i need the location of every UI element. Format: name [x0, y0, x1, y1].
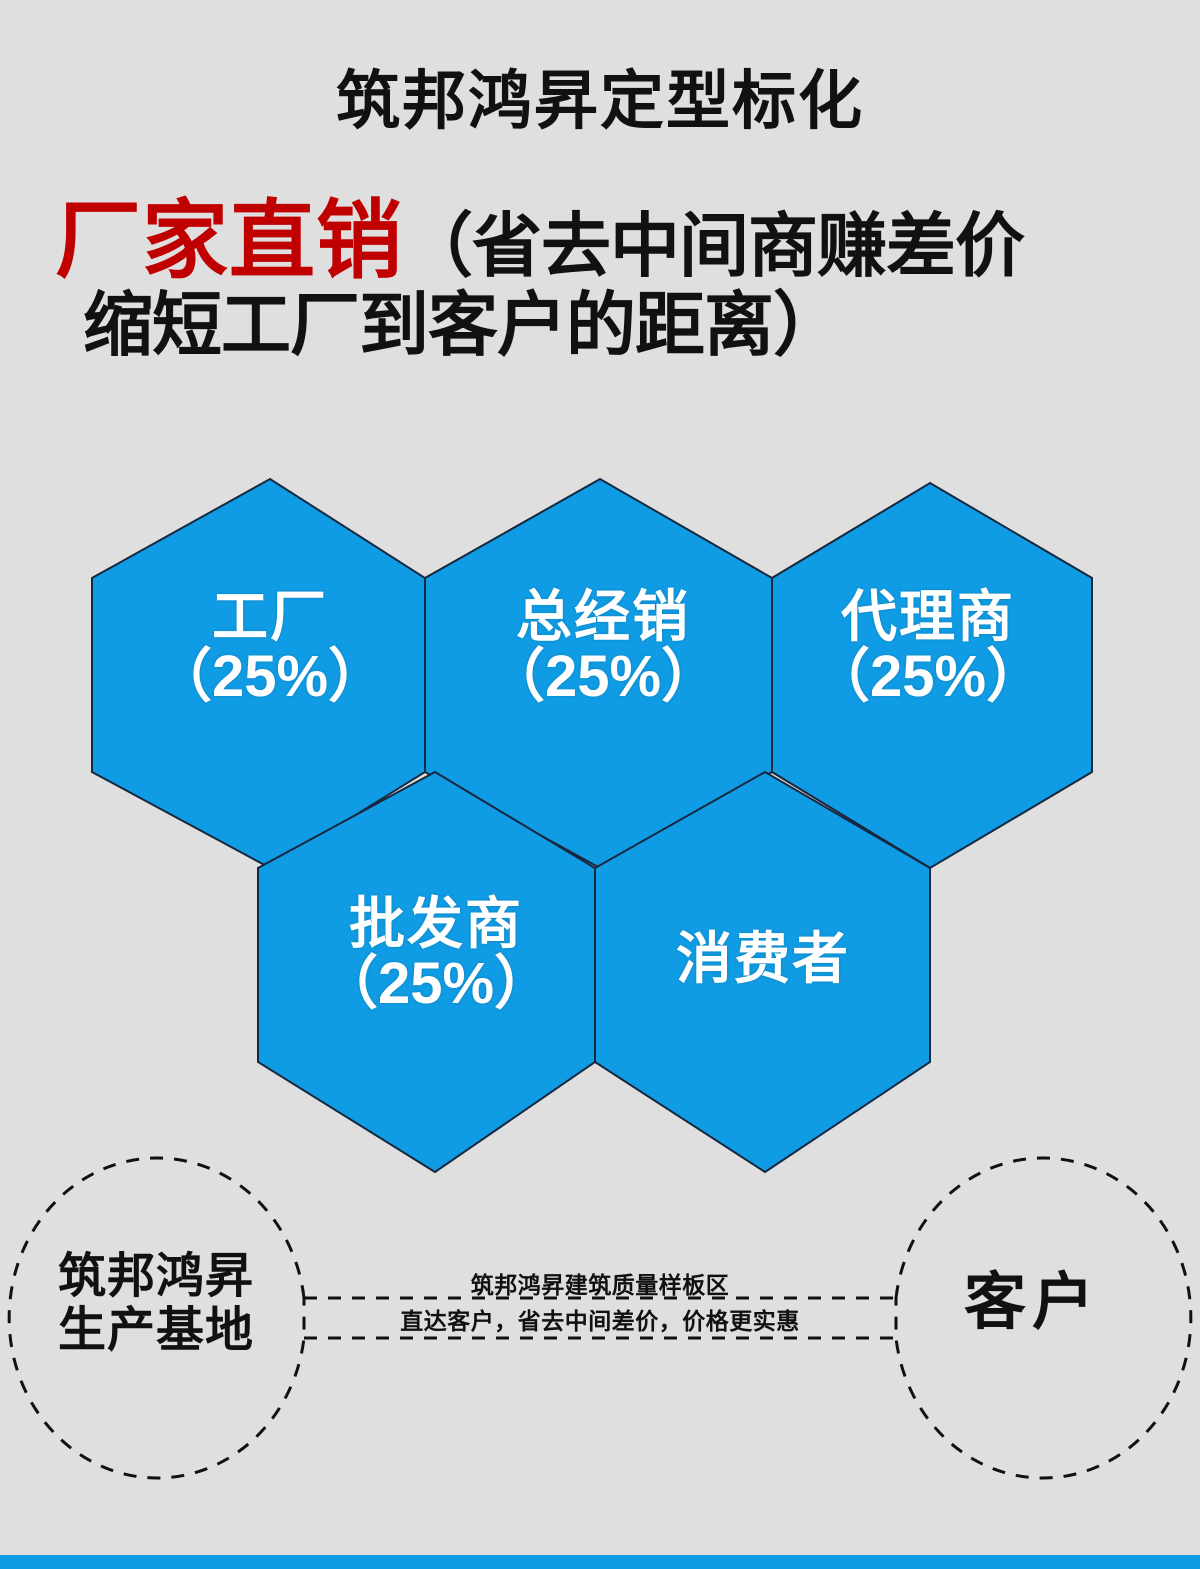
highlight-text: 厂家直销	[55, 193, 403, 289]
hex-shape-consumer	[594, 770, 931, 1174]
hex-shape-factory	[91, 477, 426, 870]
header-block: 筑邦鸿昇定型标化 厂家直销（省去中间商赚差价 缩短工厂到客户的距离）	[0, 0, 1200, 420]
hex-shape-agent	[771, 481, 1093, 870]
bottom-accent-bar	[0, 1555, 1200, 1569]
hex-name-distributor: 总经销	[516, 585, 690, 648]
hex-label-agent: 代理商 （25%）	[750, 588, 1106, 706]
bottom-flow-diagram	[0, 1140, 1200, 1500]
hex-label-factory: 工厂 （25%）	[92, 588, 448, 706]
hex-percent-factory: （25%）	[153, 644, 387, 710]
bottom-flow-svg	[7, 1156, 1193, 1480]
subtitle-line-2: 缩短工厂到客户的距离）	[83, 286, 843, 364]
hex-shape-wholesaler	[257, 770, 596, 1174]
hex-percent-agent: （25%）	[811, 644, 1045, 710]
left-factory-circle	[7, 1156, 306, 1480]
hex-shape-distributor	[424, 477, 773, 870]
subtitle-line-1: 厂家直销（省去中间商赚差价	[55, 198, 1165, 284]
subtitle-paren-open: （省去中间商赚差价	[403, 207, 1025, 285]
page-title: 筑邦鸿昇定型标化	[336, 65, 864, 137]
right-customer-circle	[894, 1156, 1193, 1480]
hex-name-wholesaler: 批发商	[349, 892, 523, 955]
hex-percent-wholesaler: （25%）	[319, 951, 553, 1017]
hex-name-factory: 工厂	[212, 585, 328, 648]
hex-name-consumer: 消费者	[676, 927, 850, 990]
hex-label-consumer: 消费者	[585, 930, 941, 989]
hex-label-wholesaler: 批发商 （25%）	[258, 895, 614, 1013]
subtitle-block: 厂家直销（省去中间商赚差价 缩短工厂到客户的距离）	[55, 198, 1165, 360]
hex-label-distributor: 总经销 （25%）	[425, 588, 781, 706]
hex-percent-distributor: （25%）	[486, 644, 720, 710]
hex-name-agent: 代理商	[841, 585, 1015, 648]
